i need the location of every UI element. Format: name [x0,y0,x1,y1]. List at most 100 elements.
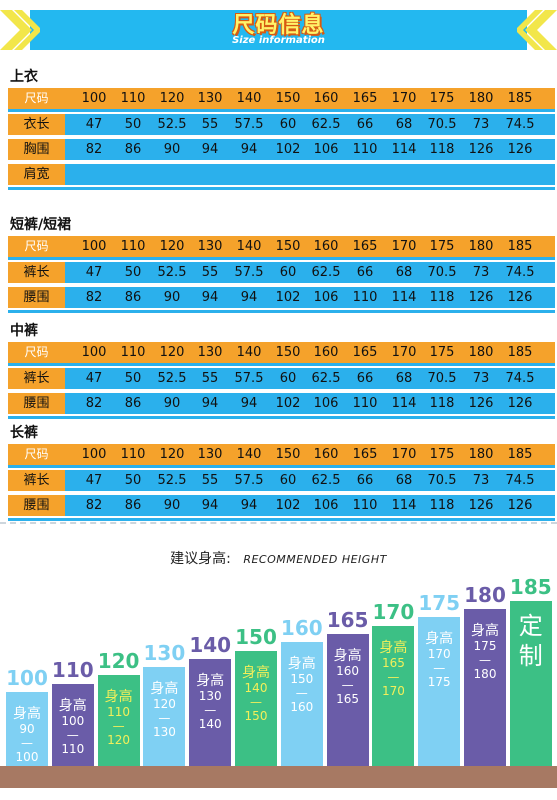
table-cell: 110 [120,91,146,106]
height-column-size: 100 [6,666,48,690]
table-cell: 180 [468,91,494,106]
size-header-row: 尺码 100 110 120 130 140 150 160 165 170 175 180 185 [8,342,555,363]
table-cell: 130 [197,447,223,462]
banner-bar [30,10,527,50]
table-cell: 160 [313,447,339,462]
height-column-bar: 身高 175—180 [464,609,506,766]
row-label: 尺码 [8,342,65,363]
row-separator [8,414,555,416]
table-cell: 114 [391,396,417,411]
table-cell: 74.5 [505,265,535,280]
height-column-bar: 身高 165—170 [372,625,415,766]
table-cell: 60 [279,265,297,280]
table-cell: 70.5 [427,265,457,280]
height-label: 定 [518,611,543,640]
row-label: 尺码 [8,444,65,465]
row-separator [8,308,555,310]
table-cell: 175 [429,345,455,360]
table-cell: 175 [429,447,455,462]
recommended-height-heading: 建议身高: RECOMMENDED HEIGHT [0,548,557,568]
table-cell: 106 [313,396,339,411]
row-label: 裤长 [8,368,65,389]
height-to: 175 [427,675,451,690]
table-cell: 110 [352,142,378,157]
height-to: 100 [15,750,39,764]
table-cell: 150 [275,345,301,360]
table-cell: 114 [391,142,417,157]
height-column: 160 身高 150—160 [280,616,323,766]
measurement-row: 肩宽 [8,164,555,185]
table-cell [76,164,112,185]
table-cell: 47 [85,473,103,488]
height-from: 175 [473,639,497,653]
height-dash: — [21,736,33,750]
table-cell: 55 [201,265,219,280]
height-column: 165 身高 160—165 [326,608,369,766]
table-cell: 114 [391,290,417,305]
table-cell: 140 [236,239,262,254]
table-cell: 126 [468,396,494,411]
table-cell: 102 [275,396,301,411]
table-cell: 90 [163,290,181,305]
measurement-row: 腰围 82 86 90 94 94 102 106 110 114 118 126 126 [8,287,555,308]
table-cell: 86 [124,498,142,513]
height-column-size: 180 [464,583,506,607]
height-to: 130 [152,725,176,740]
height-column: 180 身高 175—180 [464,583,506,766]
size-header-row: 尺码 100 110 120 130 140 150 160 165 170 175 180 185 [8,236,555,257]
height-from: 120 [152,697,176,712]
table-cell: 180 [468,345,494,360]
table-cell: 55 [201,117,219,132]
height-column-size: 185 [509,574,552,599]
table-cell: 120 [159,345,185,360]
table-cell: 150 [275,239,301,254]
row-separator [8,160,555,162]
row-separator [8,283,555,285]
height-from: 150 [290,672,314,687]
section-title: 中裤 [10,323,38,339]
table-cell: 126 [468,142,494,157]
height-label: 身高 [425,631,454,648]
table-cell: 60 [279,371,297,386]
table-cell: 102 [275,290,301,305]
row-gap [8,109,555,112]
height-from: 140 [244,680,268,695]
height-column-bar: 身高 120—130 [143,667,186,766]
table-cell: 52.5 [157,117,187,132]
table-cell: 73 [472,473,490,488]
table-cell: 126 [468,290,494,305]
table-cell: 170 [391,91,417,106]
table-cell [347,164,383,185]
height-column-bar: 身高 130—140 [189,658,232,766]
table-cell: 66 [356,117,374,132]
height-to: 140 [198,716,222,731]
recommended-height-en: RECOMMENDED HEIGHT [243,553,387,566]
height-column-size: 140 [189,632,232,657]
table-cell: 47 [85,117,103,132]
table-cell: 86 [124,396,142,411]
table-cell: 100 [81,239,107,254]
table-cell [231,164,267,185]
height-to: 150 [244,708,268,723]
height-column-bar: 身高 90—100 [6,692,48,766]
height-label: 身高 [58,697,87,714]
height-column: 140 身高 130—140 [189,632,232,766]
row-label: 裤长 [8,262,65,283]
table-cell: 68 [395,473,413,488]
dashed-divider [0,522,557,524]
height-column-bar: 身高 110—120 [97,675,140,766]
table-cell [386,164,422,185]
table-cell: 66 [356,371,374,386]
table-cell [424,164,460,185]
table-cell [154,164,190,185]
table-cell [463,164,499,185]
table-cell: 100 [81,91,107,106]
table-cell: 120 [159,239,185,254]
table-cell: 140 [236,447,262,462]
height-column: 100 身高 90—100 [6,666,48,766]
table-cell: 86 [124,142,142,157]
row-gap [8,465,555,468]
right-chevron-decoration [517,10,557,50]
table-cell: 94 [240,396,258,411]
height-dash: — [250,694,262,709]
